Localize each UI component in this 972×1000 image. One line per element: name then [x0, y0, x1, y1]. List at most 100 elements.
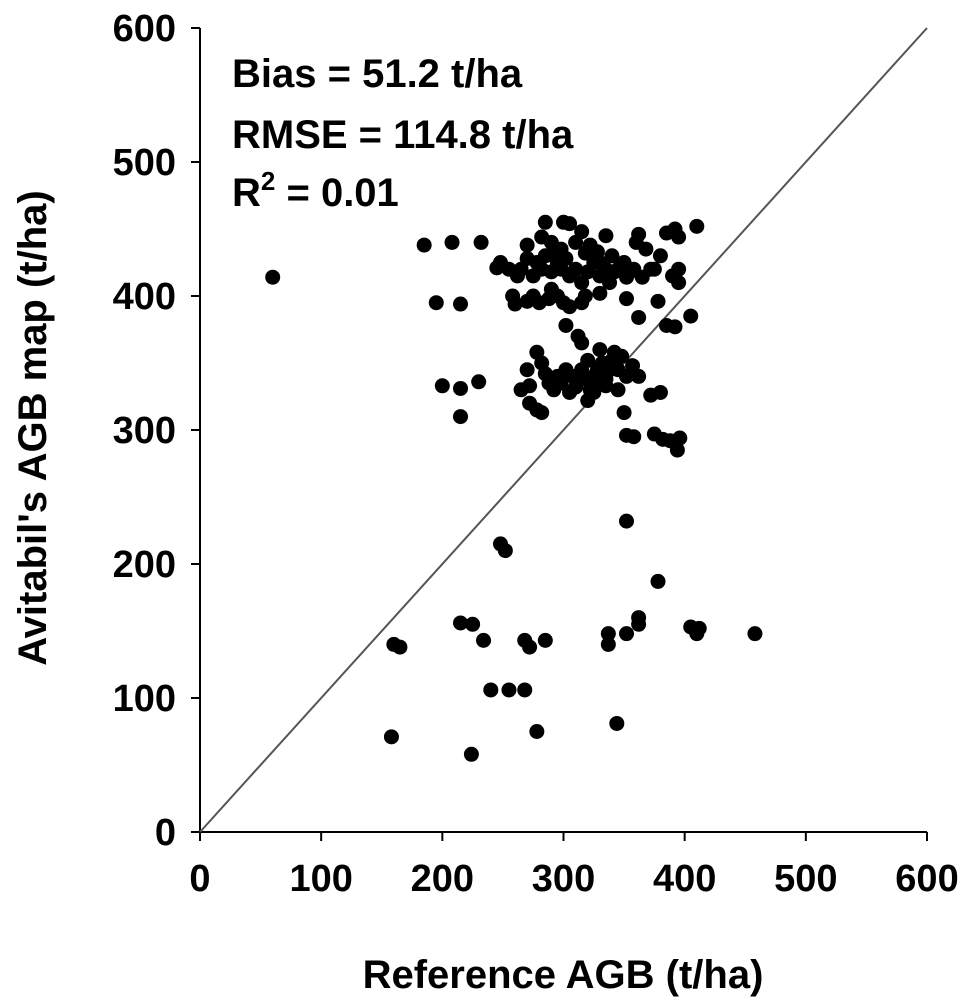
y-tick-labels: 0 100 200 300 400 500 600: [113, 8, 176, 854]
scatter-point: [683, 308, 699, 324]
scatter-point: [476, 632, 492, 648]
x-tick-label: 200: [411, 858, 474, 900]
scatter-point: [522, 639, 538, 655]
scatter-point: [592, 342, 608, 358]
scatter-point: [631, 368, 647, 384]
scatter-point: [574, 335, 590, 351]
scatter-point: [643, 261, 659, 277]
scatter-point: [428, 295, 444, 311]
scatter-point: [519, 362, 535, 378]
y-axis-title: Avitabil's AGB map (t/ha): [11, 190, 55, 666]
scatter-point: [614, 348, 630, 364]
scatter-point: [619, 626, 635, 642]
scatter-point: [534, 405, 550, 421]
stat-r2: R2 = 0.01: [232, 166, 399, 215]
scatter-point: [691, 620, 707, 636]
scatter-point: [747, 626, 763, 642]
y-tick-label: 0: [155, 812, 176, 854]
scatter-point: [600, 636, 616, 652]
scatter-point: [465, 616, 481, 632]
scatter-point: [609, 715, 625, 731]
scatter-point: [598, 378, 614, 394]
scatter-point: [453, 615, 469, 631]
one-to-one-line: [199, 27, 928, 833]
scatter-point: [444, 234, 460, 250]
y-tick-label: 400: [113, 276, 176, 318]
scatter-point: [631, 616, 647, 632]
data-points: [265, 214, 763, 762]
y-tick-label: 300: [113, 410, 176, 452]
stat-r2-prefix: R: [232, 171, 261, 215]
scatter-point: [522, 395, 538, 411]
scatter-point: [580, 352, 596, 368]
scatter-point: [558, 250, 574, 266]
y-tick-label: 600: [113, 8, 176, 50]
scatter-point: [562, 299, 578, 315]
scatter-point: [672, 430, 688, 446]
scatter-point: [669, 442, 685, 458]
scatter-point: [265, 269, 281, 285]
scatter-point: [473, 234, 489, 250]
scatter-point: [537, 632, 553, 648]
scatter-point: [671, 229, 687, 245]
scatter-point: [586, 255, 602, 270]
x-tick-label: 600: [895, 858, 958, 900]
y-tick-label: 500: [113, 142, 176, 184]
x-tick-label: 500: [774, 858, 837, 900]
scatter-point: [497, 543, 513, 559]
scatter-point: [598, 228, 614, 244]
scatter-point: [671, 261, 687, 277]
scatter-point: [537, 248, 553, 264]
scatter-point: [568, 261, 584, 277]
scatter-point: [626, 429, 642, 445]
scatter-point: [453, 409, 469, 425]
scatter-point: [671, 275, 687, 291]
scatter-point: [453, 296, 469, 312]
scatter-point: [574, 224, 590, 240]
scatter-point: [463, 746, 479, 762]
scatter-point: [453, 380, 469, 396]
scatter-point: [517, 682, 533, 698]
scatter-point: [562, 216, 578, 232]
scatter-point: [631, 226, 647, 242]
stat-r2-suffix: = 0.01: [275, 171, 398, 215]
x-tick-label: 300: [532, 858, 595, 900]
scatter-point: [667, 319, 683, 335]
scatter-point: [558, 317, 574, 333]
scatter-point: [619, 513, 635, 529]
scatter-point: [483, 682, 499, 698]
y-tick-label: 100: [113, 678, 176, 720]
scatter-point: [537, 214, 553, 230]
scatter-point: [610, 382, 626, 398]
scatter-point: [616, 405, 632, 421]
scatter-point: [631, 309, 647, 325]
scatter-point: [600, 626, 616, 642]
scatter-point: [577, 288, 593, 304]
scatter-point: [652, 384, 668, 400]
scatter-point: [522, 378, 538, 394]
x-axis-title: Reference AGB (t/ha): [363, 953, 764, 997]
stat-r2-sup: 2: [261, 166, 275, 196]
scatter-point: [652, 248, 668, 264]
stat-rmse: RMSE = 114.8 t/ha: [232, 113, 574, 157]
scatter-point: [471, 374, 487, 390]
scatter-point: [434, 378, 450, 394]
x-tick-labels: 0 100 200 300 400 500 600: [189, 858, 958, 900]
scatter-point: [383, 729, 399, 745]
y-tick-label: 200: [113, 544, 176, 586]
scatter-point: [392, 639, 408, 655]
scatter-point: [650, 293, 666, 309]
scatter-point: [519, 237, 535, 253]
scatter-point: [689, 218, 705, 234]
scatter-point: [619, 291, 635, 307]
x-tick-label: 400: [653, 858, 716, 900]
scatter-point: [416, 237, 432, 253]
scatter-point: [529, 724, 545, 739]
x-tick-label: 100: [289, 858, 352, 900]
scatter-point: [592, 285, 608, 301]
x-tick-label: 0: [189, 858, 210, 900]
scatter-point: [638, 241, 654, 257]
scatter-point: [501, 682, 517, 698]
scatter-point: [650, 573, 666, 589]
